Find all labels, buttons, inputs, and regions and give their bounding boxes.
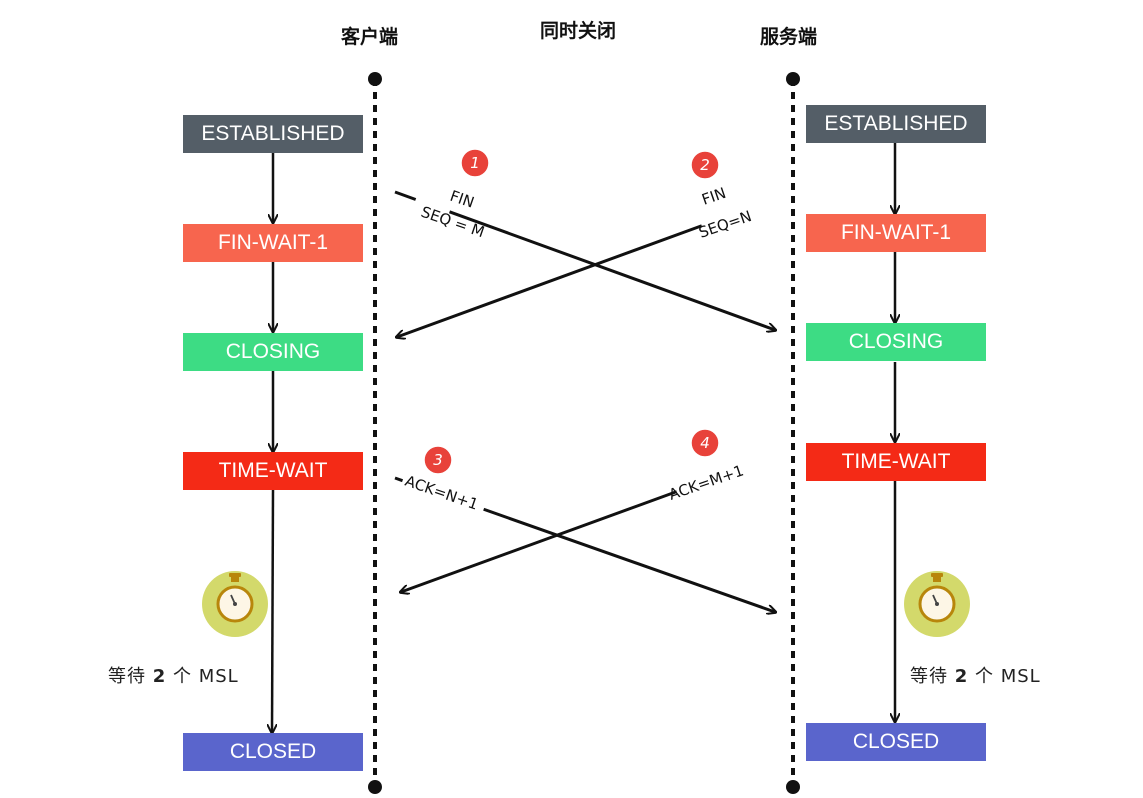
svg-text:2: 2 bbox=[700, 156, 710, 174]
badge-4: 4 bbox=[690, 428, 720, 458]
server-state-closed: CLOSED bbox=[806, 723, 986, 761]
stopwatch-icon bbox=[202, 571, 268, 637]
client-timeline-start bbox=[368, 72, 382, 86]
client-state-closing: CLOSING bbox=[183, 333, 363, 371]
client-state-fin-wait-1: FIN-WAIT-1 bbox=[183, 224, 363, 262]
message-4-ack: ACK=M+1 bbox=[666, 461, 746, 503]
badge-3: 3 bbox=[423, 445, 453, 475]
message-1-flag: FIN bbox=[448, 187, 477, 212]
badge-2: 2 bbox=[690, 150, 720, 180]
server-wait-label: 等待 2 个 MSL bbox=[910, 662, 1041, 688]
wait-suffix: 个 MSL bbox=[975, 666, 1041, 687]
client-state-closed: CLOSED bbox=[183, 733, 363, 771]
server-state-time-wait: TIME-WAIT bbox=[806, 443, 986, 481]
message-3-ack: ACK=N+1 bbox=[403, 472, 481, 514]
server-header: 服务端 bbox=[760, 26, 818, 48]
diagram-title: 同时关闭 bbox=[540, 20, 617, 42]
wait-prefix: 等待 bbox=[910, 666, 948, 687]
svg-text:1: 1 bbox=[470, 154, 480, 172]
message-2-seq: SEQ=N bbox=[696, 207, 753, 242]
message-1-seq: SEQ = M bbox=[419, 203, 487, 241]
server-timeline-start bbox=[786, 72, 800, 86]
wait-number: 2 bbox=[954, 666, 969, 687]
badge-1: 1 bbox=[460, 148, 490, 178]
client-arrow-4 bbox=[272, 489, 273, 732]
message-1-arrow bbox=[394, 190, 775, 330]
client-timeline-end bbox=[368, 780, 382, 794]
svg-text:4: 4 bbox=[700, 434, 710, 452]
server-state-fin-wait-1: FIN-WAIT-1 bbox=[806, 214, 986, 252]
message-2-flag: FIN bbox=[699, 184, 728, 209]
client-header: 客户端 bbox=[341, 26, 399, 48]
server-state-established: ESTABLISHED bbox=[806, 105, 986, 143]
client-wait-label: 等待 2 个 MSL bbox=[108, 662, 239, 688]
message-3-arrow bbox=[394, 476, 775, 612]
client-state-established: ESTABLISHED bbox=[183, 115, 363, 153]
svg-text:3: 3 bbox=[433, 451, 443, 469]
stopwatch-icon bbox=[904, 571, 970, 637]
server-timeline-end bbox=[786, 780, 800, 794]
wait-prefix: 等待 bbox=[108, 666, 146, 687]
server-state-closing: CLOSING bbox=[806, 323, 986, 361]
message-2-arrow bbox=[397, 197, 776, 337]
message-4-arrow bbox=[401, 452, 781, 592]
client-state-time-wait: TIME-WAIT bbox=[183, 452, 363, 490]
wait-suffix: 个 MSL bbox=[173, 666, 239, 687]
wait-number: 2 bbox=[152, 666, 167, 687]
